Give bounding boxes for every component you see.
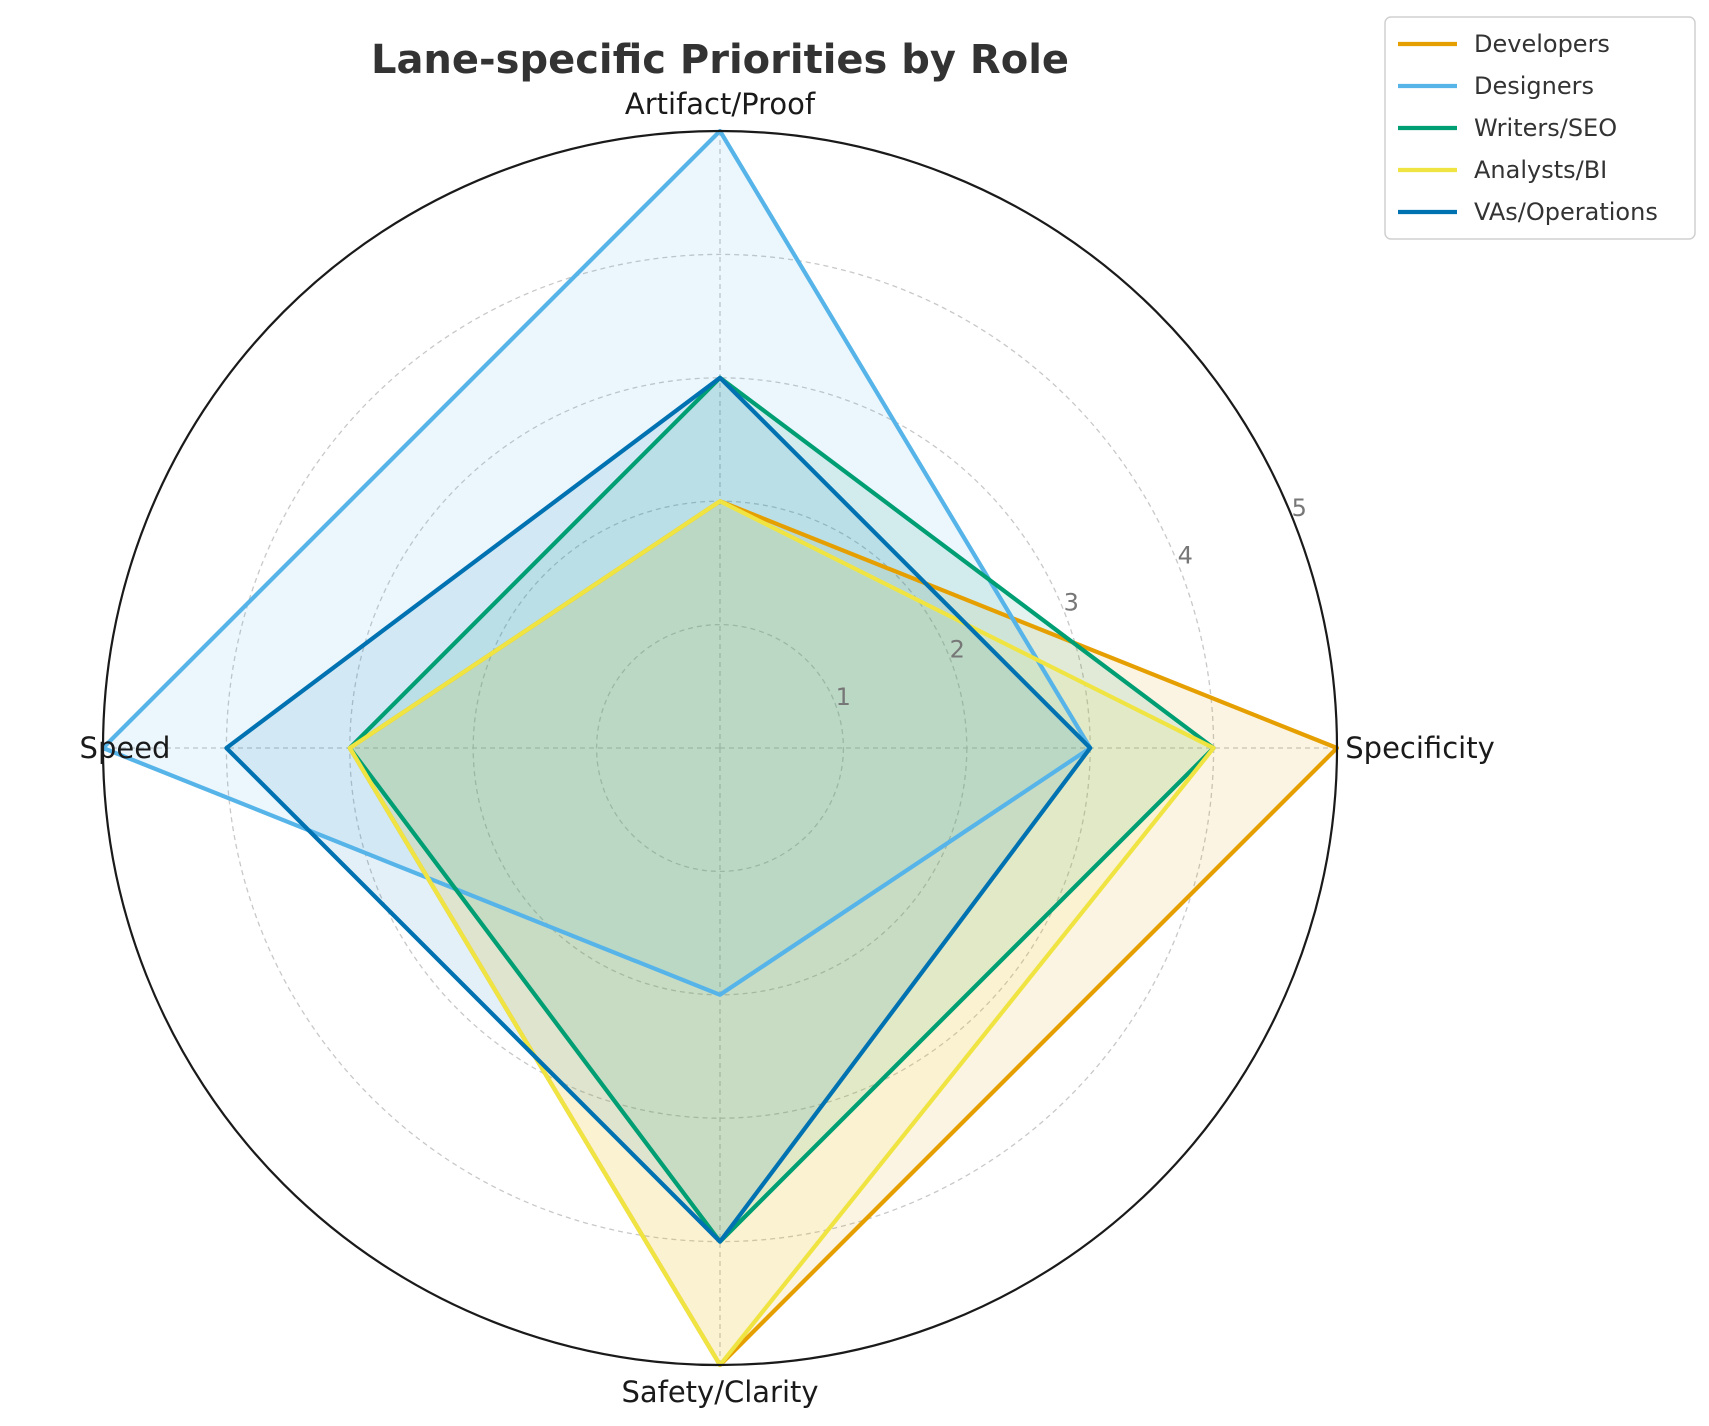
series-fill-designers [103, 131, 1091, 995]
axis-label-safety-clarity: Safety/Clarity [621, 1375, 818, 1409]
tick-label-3: 3 [1064, 589, 1079, 617]
tick-label-5: 5 [1292, 494, 1307, 522]
tick-label-1: 1 [836, 683, 851, 711]
axis-labels: Specificity Artifact/Proof Speed Safety/Cla… [80, 87, 1495, 1409]
legend: Developers Designers Writers/SEO Analysts/B… [1384, 16, 1696, 240]
series-fill-analysts-bi [349, 501, 1214, 1365]
axis-label-artifact-proof: Artifact/Proof [625, 87, 816, 121]
tick-label-2: 2 [950, 636, 965, 664]
tick-label-4: 4 [1178, 541, 1193, 569]
axis-label-speed: Speed [80, 731, 171, 765]
radial-ticks: 1 2 3 4 5 [836, 494, 1307, 711]
legend-label-designers: Designers [1474, 72, 1594, 100]
series-fill-developers [349, 501, 1337, 1365]
series-line-vas-operations [224, 375, 1093, 1244]
legend-label-developers: Developers [1474, 30, 1610, 58]
series-line-analysts-bi [347, 499, 1216, 1368]
legend-label-analysts-bi: Analysts/BI [1474, 156, 1607, 184]
outer-frame [101, 129, 1339, 1367]
series-fill-vas-operations [226, 377, 1091, 1242]
legend-label-vas-operations: VAs/Operations [1474, 198, 1658, 226]
series-group [100, 128, 1340, 1368]
legend-frame [1384, 16, 1696, 240]
chart-title: Lane-specific Priorities by Role [371, 37, 1069, 83]
axis-label-specificity: Specificity [1345, 731, 1494, 765]
legend-label-writers-seo: Writers/SEO [1474, 114, 1617, 142]
grid-circle-1 [595, 623, 845, 873]
